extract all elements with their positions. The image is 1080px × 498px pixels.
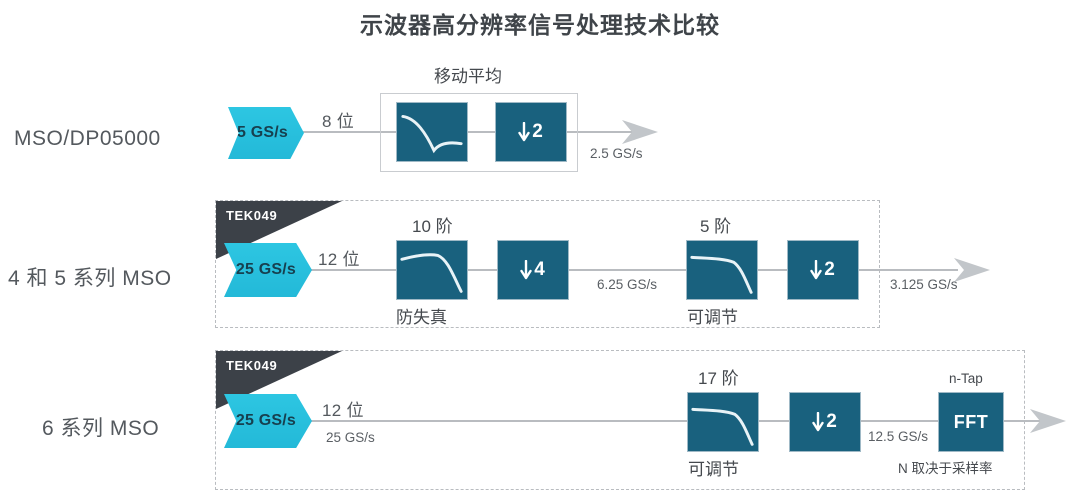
fft-note-label-row3: N 取决于采样率 <box>898 461 993 476</box>
decimate-block-row2-2: 4 <box>497 240 569 300</box>
filter-type-label-row3-1: 可调节 <box>688 460 739 479</box>
signal-line-row1 <box>300 131 645 133</box>
decimate-block-row3-2: 2 <box>789 392 861 452</box>
page-title: 示波器高分辨率信号处理技术比较 <box>360 12 720 38</box>
decimate-block-row1-2-label: 2 <box>518 121 544 143</box>
down-arrow-icon <box>812 412 824 432</box>
tek049-banner-label-row3: TEK049 <box>226 358 278 373</box>
filter-order-label-row2-3: 5 阶 <box>700 217 732 236</box>
mid-rate-label-row2: 6.25 GS/s <box>597 277 658 292</box>
signal-line-row2 <box>298 269 958 271</box>
bit-depth-label-row3: 12 位 <box>322 401 364 420</box>
fft-tap-label-row3: n-Tap <box>949 371 983 386</box>
bit-depth-label-row1: 8 位 <box>322 112 355 131</box>
filter-block-row1-1 <box>396 102 468 162</box>
tek049-banner-label-row2: TEK049 <box>226 208 278 223</box>
sample-rate-tag-label-row3: 25 GS/s <box>235 412 296 429</box>
decimate-block-row2-4-label: 2 <box>810 259 836 281</box>
filter-block-row3-1 <box>687 392 759 452</box>
sample-rate-tag-label-row2: 25 GS/s <box>235 261 296 278</box>
down-arrow-icon <box>810 260 822 280</box>
signal-line-row3 <box>300 420 1060 422</box>
sample-rate-tag-label-row1: 5 GS/s <box>236 124 288 141</box>
down-arrow-icon <box>520 260 532 280</box>
output-rate-label-row1: 2.5 GS/s <box>590 146 643 161</box>
fft-block-row3-3: FFT <box>938 392 1004 452</box>
sample-rate-tag-row3: 25 GS/s <box>224 394 312 448</box>
filter-type-label-row2-1: 防失真 <box>396 308 447 327</box>
input-rate-label-row3: 25 GS/s <box>326 430 375 445</box>
decimate-factor-row3-2: 2 <box>826 411 838 432</box>
filter-order-label-row3-1: 17 阶 <box>698 369 739 388</box>
output-arrow-row1 <box>622 120 658 144</box>
filter-type-label-row2-3: 可调节 <box>687 308 738 327</box>
row-label-mso-dpo5000: MSO/DP05000 <box>14 127 161 150</box>
down-arrow-icon <box>518 122 530 142</box>
decimate-factor-row2-2: 4 <box>534 259 546 280</box>
sample-rate-tag-row1: 5 GS/s <box>228 107 304 159</box>
output-arrow-row2 <box>954 258 990 282</box>
row-label-series-4-5-mso: 4 和 5 系列 MSO <box>8 267 172 290</box>
sample-rate-tag-row2: 25 GS/s <box>224 243 312 297</box>
filter-order-label-row2-1: 10 阶 <box>412 217 453 236</box>
moving-average-group-row1 <box>380 93 578 172</box>
moving-average-group-label-row1: 移动平均 <box>434 67 502 86</box>
output-rate-label-row2: 3.125 GS/s <box>890 277 958 292</box>
decimate-factor-row1-2: 2 <box>532 121 544 142</box>
dashed-group-row2 <box>215 200 880 328</box>
output-arrow-row3 <box>1030 409 1066 433</box>
decimate-block-row1-2: 2 <box>495 102 567 162</box>
decimate-factor-row2-4: 2 <box>824 259 836 280</box>
decimate-block-row3-2-label: 2 <box>812 411 838 433</box>
row-label-series-6-mso: 6 系列 MSO <box>42 417 160 440</box>
filter-block-row2-1 <box>396 240 468 300</box>
fft-block-label: FFT <box>953 411 989 432</box>
decimate-block-row2-2-label: 4 <box>520 259 546 281</box>
mid-rate-label-row3: 12.5 GS/s <box>868 429 929 444</box>
bit-depth-label-row2: 12 位 <box>318 250 360 269</box>
decimate-block-row2-4: 2 <box>787 240 859 300</box>
filter-block-row2-3 <box>686 240 758 300</box>
